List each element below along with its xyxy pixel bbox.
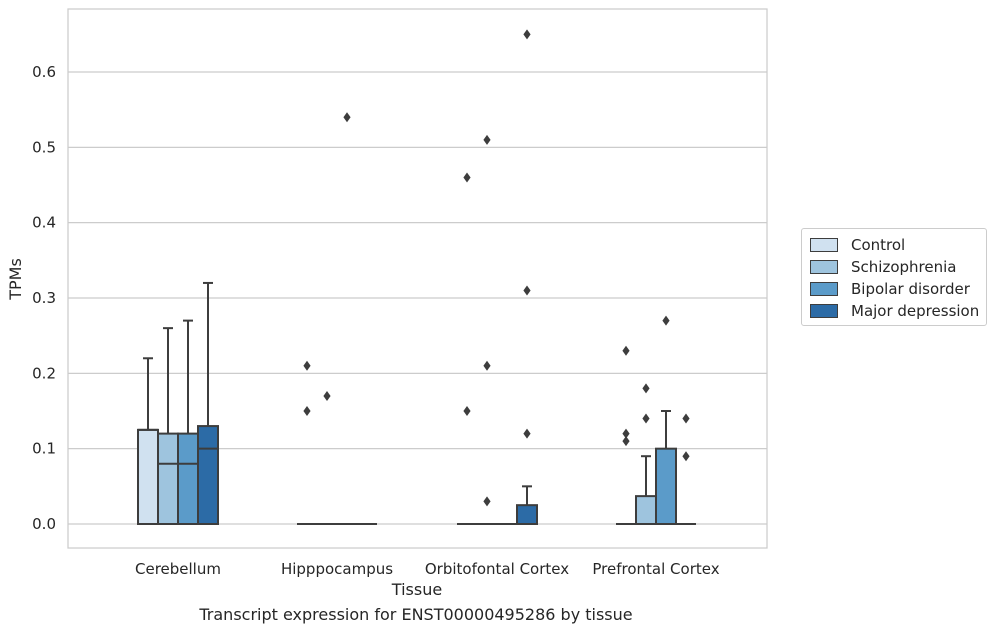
outlier-point [463,406,471,417]
box-control-cerebellum [137,357,159,525]
box-bipolar-disorder-cerebellum [177,319,199,525]
y-tick-label: 0.5 [32,138,56,156]
plot-frame [67,8,768,549]
outlier-point [682,451,690,462]
outliers-layer [303,29,690,507]
box-schizophrenia-cerebellum [157,327,179,525]
y-tick-label: 0.1 [32,440,56,458]
outlier-point [303,406,311,417]
outlier-point [622,428,630,439]
outlier-point [463,172,471,183]
box-body [516,504,538,526]
legend-swatch-schizophrenia [810,260,838,274]
box-schizophrenia-prefrontal-cortex [635,455,657,525]
legend-label-major-depression: Major depression [851,302,980,320]
legend-label-control: Control [851,236,906,254]
outlier-point [483,134,491,145]
x-axis-label: Tissue [391,580,442,599]
x-tick-label: Orbitofontal Cortex [425,560,569,578]
outlier-point [622,436,630,447]
chart-caption: Transcript expression for ENST0000049528… [199,605,633,624]
y-axis-label: TPMs [6,258,25,301]
outlier-point [483,360,491,371]
legend-swatch-control [810,238,838,252]
legend-item-bipolar-disorder: Bipolar disorder [810,280,970,298]
x-tick-label: Hipppocampus [281,560,393,578]
legend-label-schizophrenia: Schizophrenia [851,258,957,276]
legend-swatch-bipolar-disorder [810,282,838,296]
box-body [655,447,677,526]
outlier-point [343,112,351,123]
outlier-point [483,496,491,507]
box-body [137,428,159,525]
y-tick-label: 0.0 [32,515,56,533]
legend-item-schizophrenia: Schizophrenia [810,258,956,276]
box-bipolar-disorder-prefrontal-cortex [655,410,677,526]
outlier-point [662,315,670,326]
outlier-point [303,360,311,371]
y-tick-label: 0.2 [32,364,56,382]
legend-item-control: Control [810,236,905,254]
box-body [177,432,199,525]
x-tick-label: Cerebellum [135,560,221,578]
y-tick-labels: 0.0 0.1 0.2 0.3 0.4 0.5 0.6 [32,63,56,533]
outlier-point [622,345,630,356]
outlier-point [642,413,650,424]
legend-label-bipolar-disorder: Bipolar disorder [851,280,970,298]
box-body [635,495,657,525]
x-tick-label: Prefrontal Cortex [592,560,719,578]
outlier-point [323,390,331,401]
outlier-point [682,413,690,424]
legend: Control Schizophrenia Bipolar disorder M… [801,228,987,326]
legend-swatch-major-depression [810,304,838,318]
outlier-point [523,285,531,296]
box-major-depression-orbitofontal-cortex [516,485,538,526]
box-body [197,425,219,526]
boxes-layer [137,281,696,526]
box-body [157,432,179,525]
y-tick-label: 0.4 [32,214,56,232]
legend-item-major-depression: Major depression [810,302,979,320]
outlier-point [523,29,531,40]
box-major-depression-cerebellum [197,281,219,526]
y-tick-label: 0.3 [32,289,56,307]
y-tick-label: 0.6 [32,63,56,81]
outlier-point [642,383,650,394]
x-tick-labels: Cerebellum Hipppocampus Orbitofontal Corte… [135,560,720,578]
outlier-point [523,428,531,439]
